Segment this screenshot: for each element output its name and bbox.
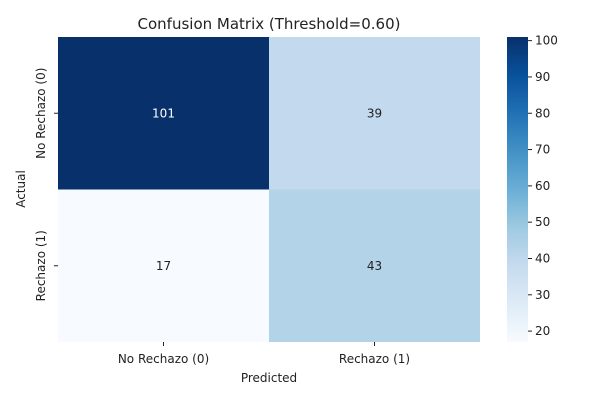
colorbar-tick-label: 100	[535, 34, 558, 48]
cell-value-label: 43	[367, 259, 382, 273]
heatmap-cells	[58, 37, 480, 342]
y-axis-label: Actual	[14, 170, 28, 208]
cell-value-label: 17	[156, 259, 171, 273]
colorbar	[507, 37, 528, 342]
x-tick-label: No Rechazo (0)	[118, 352, 209, 366]
y-tick-label: Rechazo (1)	[34, 230, 48, 301]
colorbar-tick-label: 40	[535, 251, 550, 265]
heatmap-cell	[58, 37, 269, 190]
chart-title: Confusion Matrix (Threshold=0.60)	[138, 15, 401, 33]
y-axis-ticks: No Rechazo (0) Rechazo (1)	[34, 68, 58, 301]
heatmap-cell	[58, 189, 269, 342]
colorbar-tick-label: 30	[535, 288, 550, 302]
colorbar-tick-label: 50	[535, 215, 550, 229]
x-axis-label: Predicted	[241, 371, 297, 385]
cell-value-label: 101	[152, 106, 175, 120]
colorbar-tick-label: 80	[535, 106, 550, 120]
colorbar-tick-label: 70	[535, 143, 550, 157]
heatmap-cell	[269, 189, 480, 342]
colorbar-ticks: 20 30 40 50 60 70 80 90 100	[528, 34, 558, 338]
y-tick-label: No Rechazo (0)	[34, 68, 48, 159]
colorbar-tick-label: 60	[535, 179, 550, 193]
x-tick-label: Rechazo (1)	[339, 352, 410, 366]
colorbar-tick-label: 90	[535, 70, 550, 84]
colorbar-tick-label: 20	[535, 324, 550, 338]
cell-value-labels: 101 39 17 43	[152, 106, 382, 273]
x-axis-ticks: No Rechazo (0) Rechazo (1)	[118, 342, 410, 366]
heatmap-cell	[269, 37, 480, 190]
cell-value-label: 39	[367, 106, 382, 120]
